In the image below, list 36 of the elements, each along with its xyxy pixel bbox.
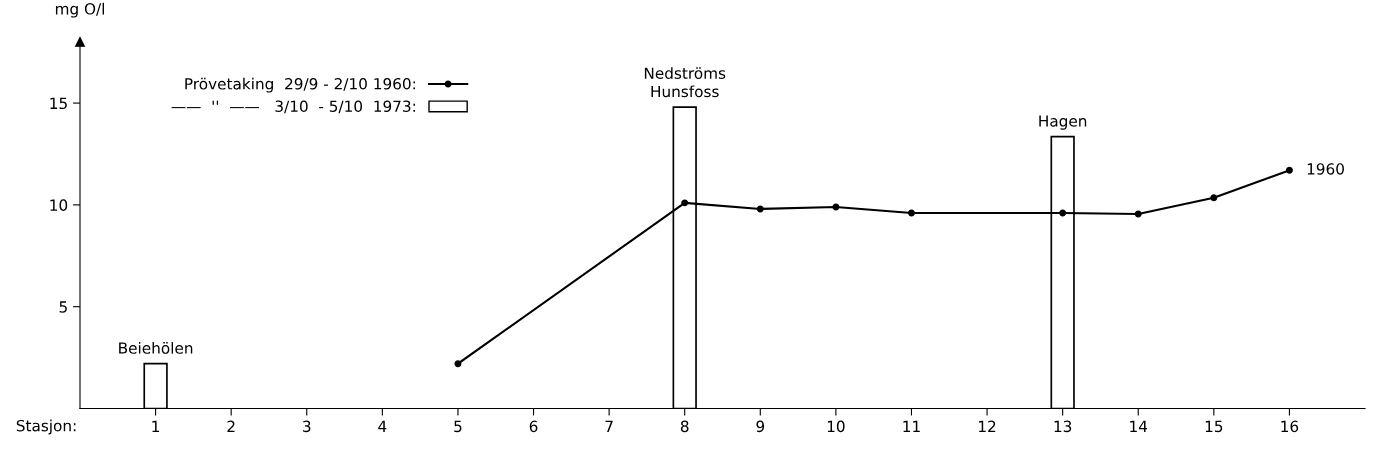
y-tick-label: 10 [50,199,68,211]
x-tick-label: 1 [152,420,160,432]
x-tick-label: 16 [1281,420,1299,433]
point [832,203,840,211]
point [1059,209,1067,217]
x-tick-label: 10 [827,420,845,433]
x-tick-label: 13 [1054,420,1072,433]
annotation: Beiehölen [119,341,193,354]
annotation: Hagen [1039,115,1087,130]
point [1134,210,1142,218]
x-tick-label: 5 [454,420,462,433]
point [1285,166,1293,174]
y-tick-label: 15 [50,97,67,110]
y-tick-label: 5 [59,301,67,313]
annotation: 1960 [1307,163,1344,175]
x-tick-label: 3 [303,420,311,433]
x-tick-label: 4 [378,420,387,432]
annotation: Nedströms Hunsfoss [644,67,726,98]
x-tick-label: 15 [1205,420,1223,433]
x-tick-label: 12 [979,420,996,432]
y-axis-title: mg O/l [55,2,104,18]
x-tick-label: 8 [680,420,689,433]
x-tick-label: 14 [1130,420,1148,432]
x-tick-label: 2 [227,420,235,432]
x-tick-label: 6 [529,420,538,433]
point [1210,194,1218,202]
point [756,205,764,213]
x-axis-title: Stasjon: [16,419,76,435]
point [454,360,462,368]
x-tick-label: 11 [903,420,920,432]
legend-label: —— '' —— 3/10 - 5/10 1973: [171,100,416,114]
x-tick-label: 9 [756,420,765,433]
x-tick-label: 7 [605,420,613,432]
legend-label: Prövetaking 29/9 - 2/10 1960: [185,77,415,93]
point [681,199,689,207]
point [907,209,915,217]
